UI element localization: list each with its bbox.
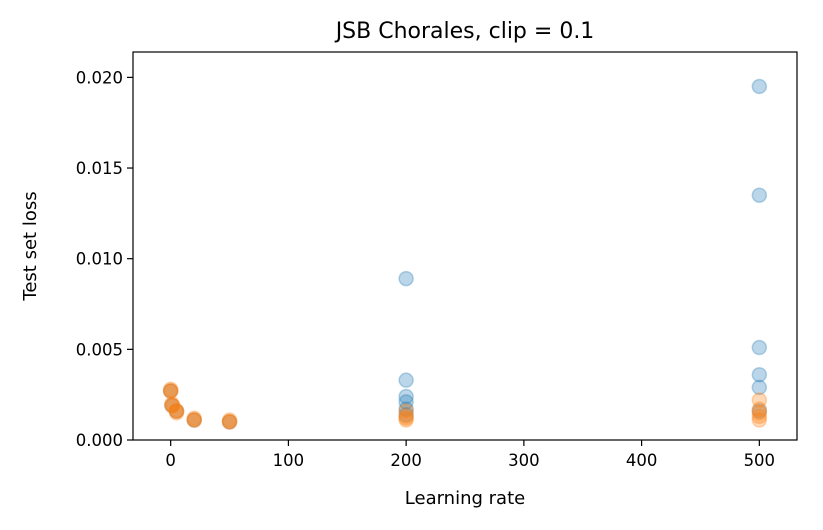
- y-tick-label-0: 0.000: [76, 431, 123, 450]
- x-axis-ticks: 0 100 200 300 400 500: [165, 440, 775, 470]
- data-point-s1-19: [751, 392, 768, 408]
- data-point-s1-18: [398, 412, 414, 428]
- data-point-s1-8: [168, 403, 185, 419]
- data-point-s1-16: [398, 408, 414, 425]
- data-point-s1-6: [168, 403, 185, 419]
- y-tick-label-1: 0.005: [76, 340, 123, 359]
- data-point-s0-12: [751, 187, 768, 203]
- data-point-s1-22: [751, 408, 768, 425]
- x-tick-label-2: 200: [390, 451, 422, 470]
- x-tick-label-5: 500: [744, 451, 776, 470]
- y-axis-ticks: 0.000 0.005 0.010 0.015 0.020: [76, 68, 133, 450]
- data-point-s1-10: [186, 412, 202, 428]
- x-tick-label-1: 100: [273, 451, 305, 470]
- data-point-s0-10: [398, 406, 414, 423]
- data-point-s0-11: [751, 78, 768, 95]
- data-point-s1-2: [162, 383, 179, 399]
- data-point-s0-15: [751, 379, 768, 396]
- data-point-s0-5: [398, 270, 414, 287]
- data-point-s1-3: [164, 395, 180, 412]
- plot-frame: [132, 51, 798, 441]
- x-tick-label-3: 300: [508, 451, 540, 470]
- data-point-s1-20: [751, 401, 768, 417]
- data-point-s1-13: [221, 414, 238, 430]
- data-point-s0-8: [398, 394, 414, 410]
- data-point-s0-6: [398, 372, 414, 388]
- data-point-s1-1: [162, 383, 179, 399]
- data-point-s1-9: [186, 412, 202, 428]
- x-axis-label: Learning rate: [405, 488, 525, 509]
- data-point-s0-16: [751, 403, 768, 419]
- data-point-s1-11: [186, 410, 202, 426]
- chart-title: JSB Chorales, clip = 0.1: [334, 19, 595, 44]
- data-point-s0-1: [164, 397, 180, 414]
- data-points: [162, 78, 768, 430]
- data-point-s1-17: [398, 410, 414, 426]
- data-point-s1-12: [221, 414, 238, 430]
- data-point-s1-4: [164, 397, 180, 414]
- y-tick-label-4: 0.020: [76, 68, 123, 87]
- data-point-s1-5: [165, 397, 181, 414]
- data-point-s1-15: [398, 403, 414, 419]
- data-point-s0-3: [186, 412, 202, 428]
- data-point-s1-14: [221, 412, 238, 428]
- x-tick-label-4: 400: [626, 451, 658, 470]
- y-tick-label-3: 0.015: [76, 159, 123, 178]
- data-point-s0-4: [221, 414, 238, 430]
- data-point-s0-2: [168, 403, 185, 419]
- data-point-s0-13: [751, 339, 768, 356]
- y-axis-label: Test set loss: [20, 191, 41, 301]
- y-tick-label-2: 0.010: [76, 250, 123, 269]
- data-point-s0-0: [162, 383, 179, 399]
- data-point-s0-9: [398, 401, 414, 417]
- data-point-s0-7: [398, 388, 414, 405]
- data-point-s0-14: [751, 366, 768, 383]
- data-point-s1-0: [162, 381, 179, 397]
- data-point-s1-21: [751, 405, 768, 421]
- x-tick-label-0: 0: [165, 451, 176, 470]
- data-point-s1-7: [168, 405, 185, 421]
- data-point-s1-23: [751, 412, 768, 428]
